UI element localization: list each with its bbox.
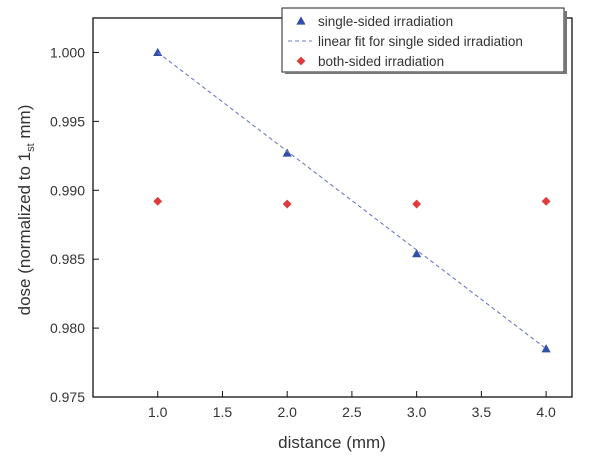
legend-label: single-sided irradiation	[318, 14, 453, 29]
x-axis-label: distance (mm)	[278, 433, 386, 452]
x-tick-label: 4.0	[536, 404, 556, 420]
y-tick-label: 1.000	[50, 44, 85, 60]
series-layer	[153, 47, 551, 353]
x-axis-ticks: 1.0 1.5 2.0 2.5 3.0 3.5 4.0	[148, 391, 556, 420]
both-sided-point	[282, 199, 292, 209]
legend-swatch-triangle	[296, 16, 306, 25]
both-sided-point	[153, 196, 163, 206]
both-sided-point	[541, 196, 551, 206]
y-axis-label: dose (normalized to 1st mm)	[15, 105, 37, 316]
x-tick-label: 3.5	[472, 404, 492, 420]
y-axis-label-suffix: mm)	[15, 105, 34, 144]
y-tick-label: 0.975	[50, 389, 85, 405]
linear-fit-line	[157, 52, 547, 350]
single-sided-point	[541, 344, 551, 353]
single-sided-point	[412, 249, 422, 258]
y-tick-label: 0.980	[50, 320, 85, 336]
legend-box	[281, 7, 565, 73]
single-sided-point	[282, 148, 292, 157]
x-tick-label: 1.0	[148, 404, 168, 420]
legend-items: single-sided irradiation linear fit for s…	[288, 14, 523, 69]
legend: single-sided irradiation linear fit for s…	[281, 7, 567, 74]
y-tick-label: 0.995	[50, 113, 85, 129]
x-tick-label: 1.5	[213, 404, 233, 420]
legend-shadow-side	[564, 11, 567, 74]
x-tick-label: 3.0	[407, 404, 427, 420]
both-sided-point	[412, 199, 422, 209]
legend-label: both-sided irradiation	[318, 54, 444, 69]
legend-label: linear fit for single sided irradiation	[318, 34, 523, 49]
plot-area	[92, 17, 573, 398]
y-axis-label-main: dose (normalized to 1	[15, 152, 34, 315]
x-tick-label: 2.5	[342, 404, 362, 420]
legend-swatch-diamond	[296, 56, 306, 66]
y-axis-label-subscript: st	[25, 143, 37, 152]
legend-shadow	[285, 72, 567, 74]
y-axis-ticks: 0.975 0.980 0.985 0.990 0.995 1.000	[50, 44, 99, 405]
y-tick-label: 0.985	[50, 251, 85, 267]
y-tick-label: 0.990	[50, 182, 85, 198]
x-tick-label: 2.0	[277, 404, 297, 420]
